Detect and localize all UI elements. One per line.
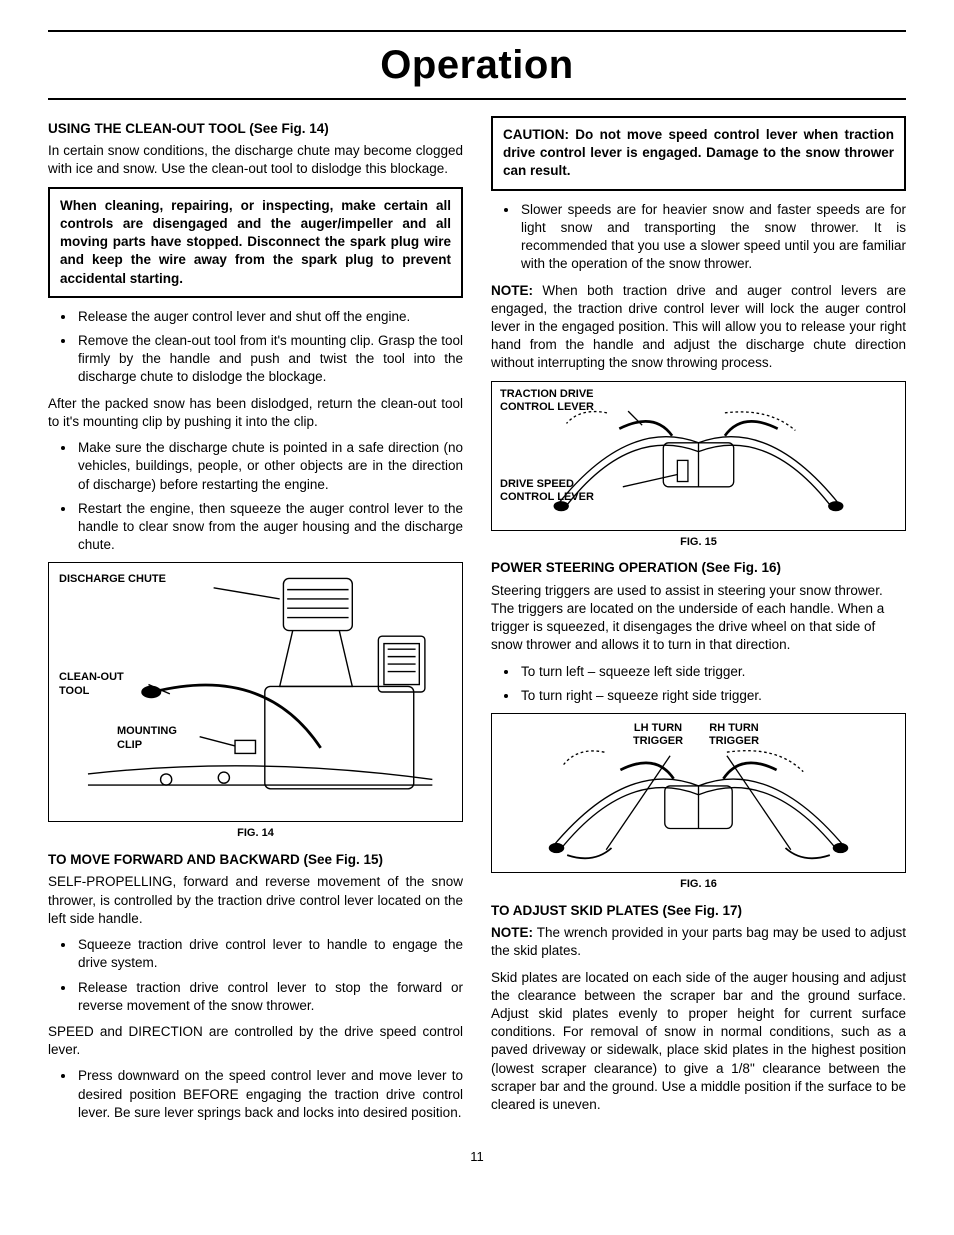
steering-steps: To turn left – squeeze left side trigger… (491, 663, 906, 705)
cleanout-steps-1: Release the auger control lever and shut… (48, 308, 463, 387)
cleanout-intro: In certain snow conditions, the discharg… (48, 142, 463, 178)
speed-text: SPEED and DIRECTION are controlled by th… (48, 1023, 463, 1059)
list-item: Slower speeds are for heavier snow and f… (519, 201, 906, 274)
list-item: Remove the clean-out tool from it's moun… (76, 332, 463, 387)
fig15-label-speed: DRIVE SPEED CONTROL LEVER (500, 478, 610, 504)
note-body: The wrench provided in your parts bag ma… (491, 925, 906, 958)
figure-16: LH TURN TRIGGER RH TURN TRIGGER (491, 713, 906, 873)
move-intro: SELF-PROPELLING, forward and reverse mov… (48, 873, 463, 928)
section-steering-heading: POWER STEERING OPERATION (See Fig. 16) (491, 559, 906, 577)
list-item: Press downward on the speed control leve… (76, 1067, 463, 1122)
fig16-caption: FIG. 16 (491, 877, 906, 892)
two-column-layout: USING THE CLEAN-OUT TOOL (See Fig. 14) I… (48, 114, 906, 1130)
steering-intro: Steering triggers are used to assist in … (491, 582, 906, 655)
skid-note: NOTE: The wrench provided in your parts … (491, 924, 906, 960)
list-item: Release traction drive control lever to … (76, 979, 463, 1015)
list-item: To turn right – squeeze right side trigg… (519, 687, 906, 705)
fig15-caption: FIG. 15 (491, 535, 906, 550)
list-item: Squeeze traction drive control lever to … (76, 936, 463, 972)
bottom-rule (48, 98, 906, 100)
cleanout-return-text: After the packed snow has been dislodged… (48, 395, 463, 431)
page-title: Operation (48, 36, 906, 96)
fig15-label-traction: TRACTION DRIVE CONTROL LEVER (500, 388, 620, 414)
speed-tips: Slower speeds are for heavier snow and f… (491, 201, 906, 274)
skid-body: Skid plates are located on each side of … (491, 969, 906, 1115)
fig14-label-tool: CLEAN-OUT TOOL (59, 671, 139, 697)
list-item: Release the auger control lever and shut… (76, 308, 463, 326)
top-rule (48, 30, 906, 32)
section-move-heading: TO MOVE FORWARD AND BACKWARD (See Fig. 1… (48, 851, 463, 869)
page-number: 11 (48, 1148, 906, 1166)
cleanout-warning-box: When cleaning, repairing, or inspecting,… (48, 187, 463, 298)
figure-14: DISCHARGE CHUTE CLEAN-OUT TOOL MOUNTING … (48, 562, 463, 822)
right-column: CAUTION: Do not move speed control lever… (491, 114, 906, 1130)
note-lead: NOTE: (491, 925, 533, 940)
note-body: When both traction drive and auger contr… (491, 283, 906, 371)
fig16-illustration (502, 722, 895, 864)
list-item: To turn left – squeeze left side trigger… (519, 663, 906, 681)
figure-15: TRACTION DRIVE CONTROL LEVER DRIVE SPEED… (491, 381, 906, 531)
note-lead: NOTE: (491, 283, 533, 298)
fig14-caption: FIG. 14 (48, 826, 463, 841)
list-item: Restart the engine, then squeeze the aug… (76, 500, 463, 555)
move-steps-2: Press downward on the speed control leve… (48, 1067, 463, 1122)
fig14-label-clip: MOUNTING CLIP (117, 725, 197, 751)
fig16-label-lh: LH TURN TRIGGER (626, 722, 690, 748)
fig16-label-rh: RH TURN TRIGGER (702, 722, 766, 748)
list-item: Make sure the discharge chute is pointed… (76, 439, 463, 494)
left-column: USING THE CLEAN-OUT TOOL (See Fig. 14) I… (48, 114, 463, 1130)
move-steps-1: Squeeze traction drive control lever to … (48, 936, 463, 1015)
section-skid-heading: TO ADJUST SKID PLATES (See Fig. 17) (491, 902, 906, 920)
caution-box: CAUTION: Do not move speed control lever… (491, 116, 906, 191)
section-cleanout-heading: USING THE CLEAN-OUT TOOL (See Fig. 14) (48, 120, 463, 138)
traction-note: NOTE: When both traction drive and auger… (491, 282, 906, 373)
fig14-label-chute: DISCHARGE CHUTE (59, 573, 166, 586)
cleanout-steps-2: Make sure the discharge chute is pointed… (48, 439, 463, 554)
